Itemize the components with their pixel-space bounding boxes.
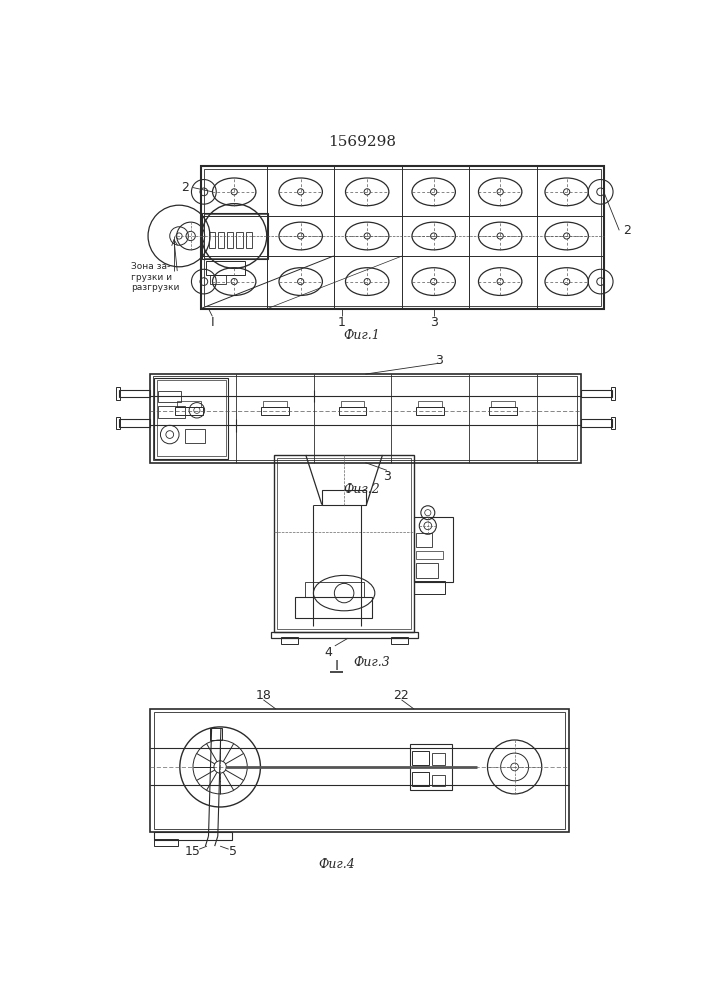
Bar bbox=[210, 275, 226, 284]
Bar bbox=[341, 401, 364, 407]
Bar bbox=[274, 455, 414, 632]
Bar bbox=[236, 232, 243, 248]
Bar bbox=[246, 232, 252, 248]
Bar bbox=[580, 390, 612, 397]
Bar bbox=[414, 517, 452, 582]
Text: 15: 15 bbox=[185, 845, 201, 858]
Text: 2: 2 bbox=[623, 224, 631, 237]
Bar bbox=[158, 406, 185, 418]
Text: Фиг.3: Фиг.3 bbox=[353, 656, 390, 669]
Bar bbox=[177, 401, 201, 407]
Text: 18: 18 bbox=[255, 689, 271, 702]
Bar bbox=[185, 429, 204, 443]
Text: 4: 4 bbox=[325, 646, 332, 659]
Bar bbox=[175, 407, 203, 415]
Bar bbox=[227, 232, 233, 248]
Bar bbox=[416, 551, 443, 559]
Bar bbox=[431, 775, 445, 786]
Text: 3: 3 bbox=[383, 470, 391, 483]
Bar bbox=[153, 376, 578, 460]
Bar bbox=[412, 751, 429, 765]
Bar bbox=[158, 391, 182, 402]
Bar bbox=[491, 401, 515, 407]
Bar bbox=[154, 712, 565, 829]
Bar bbox=[264, 401, 287, 407]
Text: Фиг.4: Фиг.4 bbox=[318, 858, 355, 871]
Bar bbox=[580, 419, 612, 427]
Bar bbox=[154, 378, 228, 459]
Text: 22: 22 bbox=[394, 689, 409, 702]
Text: 3: 3 bbox=[431, 316, 438, 329]
Bar bbox=[210, 728, 223, 740]
Bar bbox=[412, 772, 429, 786]
Text: 3: 3 bbox=[435, 354, 443, 367]
Bar bbox=[261, 407, 289, 415]
Bar bbox=[305, 582, 363, 597]
Bar bbox=[419, 401, 442, 407]
Bar bbox=[151, 709, 569, 832]
Bar bbox=[339, 407, 366, 415]
Bar bbox=[115, 387, 120, 400]
Bar bbox=[410, 744, 452, 790]
Text: 1569298: 1569298 bbox=[328, 135, 396, 149]
Text: Фиг.2: Фиг.2 bbox=[344, 483, 380, 496]
Bar bbox=[209, 232, 215, 248]
Text: 5: 5 bbox=[229, 845, 238, 858]
Bar bbox=[489, 407, 517, 415]
Text: 2: 2 bbox=[181, 181, 189, 194]
Text: I: I bbox=[334, 659, 339, 673]
Bar bbox=[296, 597, 372, 618]
Text: Фиг.1: Фиг.1 bbox=[344, 329, 380, 342]
Bar bbox=[201, 166, 604, 309]
Bar bbox=[204, 169, 601, 306]
Bar bbox=[156, 380, 226, 456]
Bar bbox=[202, 213, 268, 259]
Text: 1: 1 bbox=[338, 316, 346, 329]
Bar bbox=[416, 563, 438, 578]
Bar bbox=[206, 261, 245, 275]
Bar bbox=[431, 753, 445, 765]
Text: I: I bbox=[211, 316, 214, 329]
Bar bbox=[281, 637, 298, 644]
Bar bbox=[204, 214, 267, 258]
Bar bbox=[416, 533, 432, 547]
Bar bbox=[611, 387, 615, 400]
Bar bbox=[119, 419, 151, 427]
Bar bbox=[414, 581, 445, 594]
Bar bbox=[115, 417, 120, 429]
Bar bbox=[391, 637, 408, 644]
Bar bbox=[218, 232, 224, 248]
Bar bbox=[322, 490, 366, 505]
Bar bbox=[119, 390, 151, 397]
Bar bbox=[416, 407, 444, 415]
Bar bbox=[277, 458, 411, 629]
Bar bbox=[151, 374, 580, 463]
Bar bbox=[611, 417, 615, 429]
Bar bbox=[154, 832, 232, 840]
Bar bbox=[271, 632, 418, 638]
Text: Зона за-
грузки и
разгрузки: Зона за- грузки и разгрузки bbox=[131, 262, 180, 292]
Bar bbox=[154, 839, 177, 846]
